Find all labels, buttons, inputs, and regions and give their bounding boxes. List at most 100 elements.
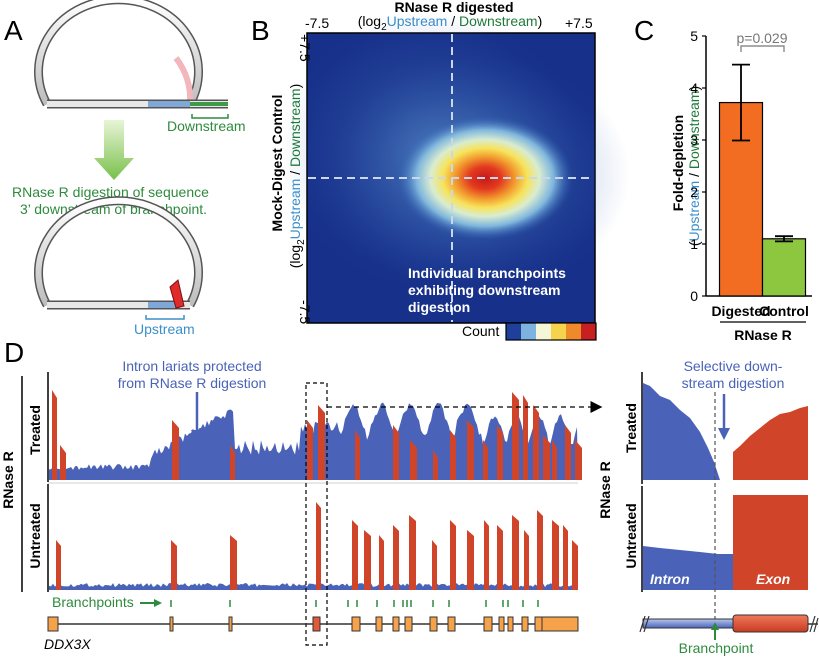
untreated-exon-peak xyxy=(467,530,474,590)
untreated-exon-peak xyxy=(563,525,568,590)
zoom-row-label: RNase R xyxy=(597,461,613,519)
y-tick-bottom: -7.5 xyxy=(297,300,313,324)
heatmap: Individual branchpoints exhibiting downs… xyxy=(280,10,630,324)
lariat-callout-line1: Intron lariats protected xyxy=(122,358,261,374)
branchpoints-label: Branchpoints xyxy=(52,594,134,610)
bar-ylabel-slash: / xyxy=(686,169,702,181)
downstream-label: Downstream xyxy=(167,118,246,134)
panel-label-b: B xyxy=(251,15,270,46)
bar-y-axis-subtitle: (Upstream / Downstream) xyxy=(686,86,702,246)
branchpoint-ticks xyxy=(170,600,539,607)
panel-a: A Downstream RNase R digestion of sequen… xyxy=(4,0,246,337)
lariat-bottom xyxy=(34,196,203,310)
treated-exon-peak xyxy=(60,445,66,480)
panel-label-a: A xyxy=(4,15,23,46)
digestion-caption-line1: RNase R digestion of sequence xyxy=(12,184,209,200)
bar-y-tick-label: 3 xyxy=(690,132,698,148)
group-label: RNase R xyxy=(734,327,792,343)
zoom-treated-label: Treated xyxy=(623,403,639,453)
bar-y-tick-label: 2 xyxy=(690,184,698,200)
untreated-exon-peak xyxy=(171,540,177,590)
treated-exon-peak xyxy=(52,390,57,480)
treated-exon-peak xyxy=(467,420,474,480)
zoom-treated-track xyxy=(643,383,808,480)
bar-y-tick-label: 4 xyxy=(690,80,698,96)
y-axis-subscript: 2 xyxy=(296,239,307,245)
treated-exon-peak xyxy=(575,440,582,480)
downstream-bracket: Downstream xyxy=(167,114,246,134)
gene-exon xyxy=(228,616,233,632)
gene-exon xyxy=(375,616,383,632)
zoom-callout-line2: stream digestion xyxy=(682,375,785,391)
upstream-bracket: Upstream xyxy=(134,315,195,337)
bar-control xyxy=(761,238,807,297)
treated-exon-peak xyxy=(410,440,417,480)
treated-exon-peak xyxy=(307,420,313,480)
bar-category-label: Control xyxy=(759,303,809,319)
untreated-exon-peak xyxy=(512,515,519,590)
zoom-untreated-exon xyxy=(733,495,808,590)
gene-exon xyxy=(392,616,400,632)
x-axis-close: ) xyxy=(538,13,543,29)
heatmap-y-axis-ratio: (log2Upstream / Downstream) xyxy=(287,84,307,269)
panel-c: C Fold-depletion (Upstream / Downstream)… xyxy=(634,15,812,343)
untreated-exon-peak xyxy=(379,535,384,590)
panel-d: D RNase R Treated Untreated Intron laria… xyxy=(0,337,819,656)
untreated-exon-peak xyxy=(432,540,437,590)
upstream-label: Upstream xyxy=(134,321,195,337)
lariat-callout-arrowhead xyxy=(191,430,203,442)
gene-name: DDX3X xyxy=(44,636,91,652)
treated-exon-peak xyxy=(552,440,557,480)
zoom-branchpoint-arrowhead xyxy=(711,622,719,630)
untreated-exon-peak xyxy=(552,520,559,590)
gene-exon xyxy=(351,616,361,632)
branchpoint-label: Branchpoint xyxy=(679,640,754,656)
x-tick-right: +7.5 xyxy=(565,15,593,31)
gene-exon xyxy=(498,616,505,632)
treated-exon-peak xyxy=(450,430,456,480)
gene-exon xyxy=(429,616,438,632)
zoom-untreated-track: Intron Exon xyxy=(643,495,808,590)
untreated-exon-peak xyxy=(497,525,503,590)
gene-exon xyxy=(521,616,529,632)
treated-exon-peak xyxy=(523,395,528,480)
error-bar-control xyxy=(775,235,793,243)
untreated-exon-peak xyxy=(572,540,578,590)
treated-exon-peak xyxy=(433,450,438,480)
gene-exon xyxy=(312,616,321,632)
colorbar-swatch-2 xyxy=(536,323,551,340)
untreated-exon-peak xyxy=(524,530,529,590)
heatmap-annotation-line1: Individual branchpoints xyxy=(408,265,566,281)
panel-b: B RNase R digested (log2Upstream / Downs… xyxy=(251,0,630,341)
gene-exon xyxy=(404,616,413,632)
bar-ylabel-upstream: Upstream xyxy=(686,181,702,242)
untreated-label: Untreated xyxy=(27,503,43,568)
zoom-intron-bar xyxy=(642,618,736,629)
gene-exon xyxy=(541,616,579,632)
gene-exon xyxy=(47,616,59,632)
zoom-treated-intron xyxy=(643,383,720,480)
untreated-exon-peak xyxy=(537,510,543,590)
treated-label: Treated xyxy=(27,405,43,455)
panel-label-c: C xyxy=(634,15,654,46)
error-bar-digested xyxy=(732,63,750,142)
bar-y-tick-label: 1 xyxy=(690,236,698,252)
bar-ylabel-downstream: Downstream xyxy=(686,91,702,170)
lariat-top xyxy=(34,0,228,109)
bar-category-label: Digested xyxy=(711,303,770,319)
y-axis-upstream: Upstream xyxy=(287,179,303,240)
y-axis-prefix: (log xyxy=(287,245,303,268)
untreated-track xyxy=(49,502,578,590)
zoom-untreated-label: Untreated xyxy=(623,503,639,568)
zoom-treated-exon xyxy=(733,406,808,480)
treated-exon-peak xyxy=(533,405,539,480)
pvalue-label: p=0.029 xyxy=(737,30,788,46)
y-axis-slash: / xyxy=(287,167,303,179)
colorbar-swatch-0 xyxy=(506,323,521,340)
untreated-exon-peak xyxy=(484,520,489,590)
track-row-label: RNase R xyxy=(0,451,16,509)
untreated-exon-peak xyxy=(450,520,456,590)
branchpoints-arrowhead xyxy=(154,599,162,607)
colorbar-swatch-5 xyxy=(581,323,596,340)
gene-model xyxy=(47,616,579,632)
